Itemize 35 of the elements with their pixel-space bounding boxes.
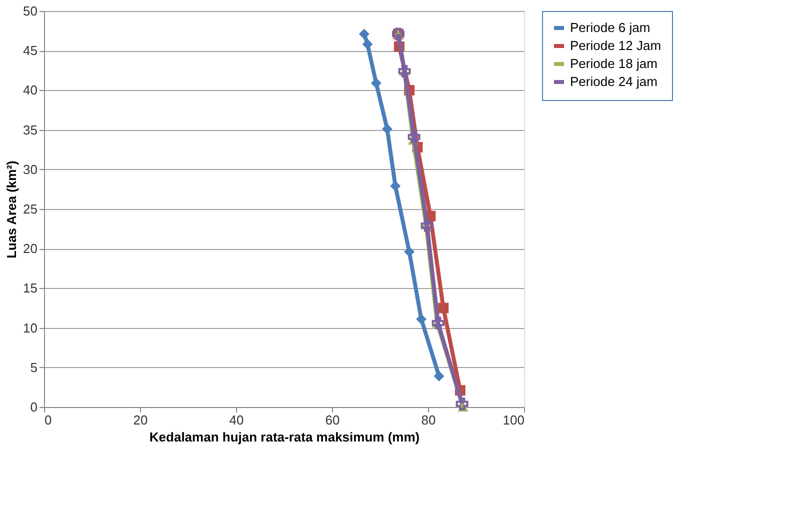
point (390, 180, 401, 192)
y-tick-label: 35 (23, 122, 38, 138)
x-tick-label: 40 (229, 412, 244, 428)
point (420, 219, 434, 232)
point (434, 370, 444, 382)
x-tick-label: 60 (325, 412, 340, 428)
x-tick-label: 100 (502, 412, 524, 428)
legend-label: Periode 24 jam (570, 74, 658, 89)
legend-label: Periode 12 Jam (570, 38, 662, 53)
legend-label: Periode 18 jam (570, 56, 658, 71)
point (404, 246, 415, 258)
x-tick-label: 0 (44, 412, 52, 428)
y-tick-label: 15 (23, 280, 38, 296)
y-tick-label: 25 (23, 202, 38, 216)
point (358, 28, 370, 40)
point (438, 302, 449, 314)
x-axis-title: Kedalaman hujan rata-rata maksimum (mm) (149, 430, 420, 444)
x-tick-label: 20 (133, 412, 148, 428)
point (456, 398, 468, 410)
y-tick-label: 0 (30, 400, 38, 414)
legend-label: Periode 6 jam (570, 20, 650, 35)
y-tick-label: 10 (23, 320, 38, 336)
point (382, 124, 392, 134)
y-tick-label: 40 (23, 82, 38, 98)
point (408, 130, 420, 144)
y-tick-label: 50 (23, 4, 38, 18)
point (416, 314, 427, 324)
y-tick-label: 5 (30, 360, 38, 375)
y-tick-label: 30 (23, 162, 38, 177)
point (370, 78, 382, 88)
x-tick-label: 80 (421, 412, 436, 428)
y-axis-title: Luas Area (km²) (4, 160, 20, 258)
point (362, 39, 373, 50)
y-tick-label: 45 (23, 43, 38, 58)
y-tick-label: 20 (23, 241, 38, 256)
